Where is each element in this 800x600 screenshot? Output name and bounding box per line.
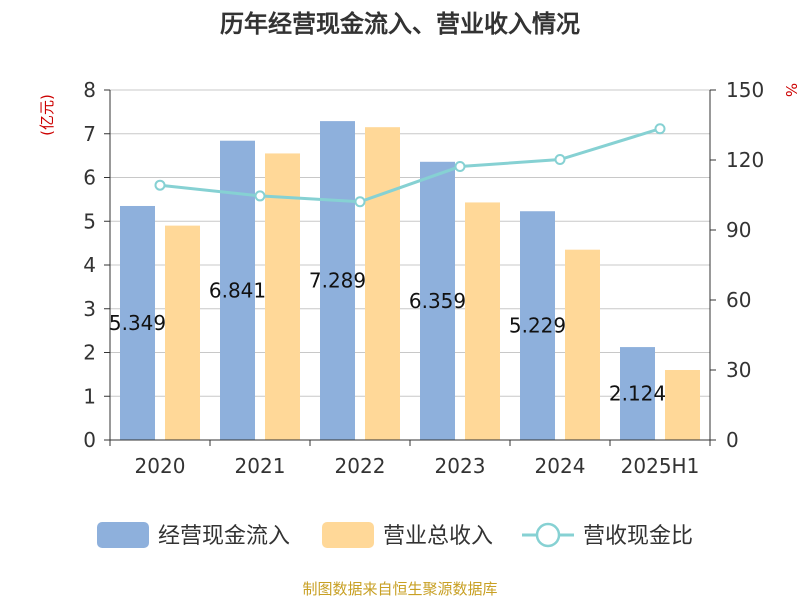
left-tick-label: 6 [83,166,96,190]
left-tick-label: 2 [83,341,96,365]
ratio-point [354,196,366,208]
right-tick-label: 0 [726,428,739,452]
data-labels-group: 5.349 6.841 7.289 6.359 5.229 2.124 [109,269,666,406]
x-tick-label: 2024 [535,454,586,478]
legend-marker-ratio [535,522,561,548]
ratio-line [159,127,661,204]
source-note: 制图数据来自恒生聚源数据库 [302,580,497,598]
data-label: 5.229 [509,314,566,338]
right-tick-label: 90 [726,218,751,242]
ratio-point [454,161,466,173]
x-tick-label: 2021 [235,454,286,478]
data-label: 2.124 [609,382,666,406]
left-tick-label: 4 [83,253,96,277]
left-tick-label: 8 [83,78,96,102]
bar-cash-inflow [320,121,355,440]
legend-label-ratio: 营收现金比 [583,524,693,549]
right-tick-label: 30 [726,358,751,382]
chart-title: 历年经营现金流入、营业收入情况 [220,10,580,38]
data-label: 7.289 [309,269,366,293]
ratio-point [254,190,266,202]
left-tick-label: 0 [83,428,96,452]
legend-label-cash-inflow: 经营现金流入 [158,524,290,549]
x-tick-label: 2025H1 [621,454,700,478]
bar-total-revenue [565,249,600,440]
legend-swatch-total-revenue [322,522,374,548]
left-tick-label: 1 [83,384,96,408]
bar-cash-inflow [620,347,655,440]
data-label: 5.349 [109,311,166,335]
ratio-point [154,179,166,191]
right-axis-unit: % [782,83,800,97]
ratio-line-group [154,123,666,208]
legend-label-total-revenue: 营业总收入 [383,524,493,549]
bars-group [120,121,700,441]
data-label: 6.841 [209,278,266,302]
right-tick-label: 60 [726,288,751,312]
data-label: 6.359 [409,289,466,313]
bar-cash-inflow [520,211,555,440]
x-tick-label: 2023 [435,454,486,478]
gridlines [110,89,710,397]
bar-total-revenue [265,153,300,440]
legend: 经营现金流入 营业总收入 营收现金比 [97,522,693,549]
bar-total-revenue [365,127,400,440]
right-tick-label: 120 [726,148,764,172]
right-tick-label: 150 [726,78,764,102]
left-axis-unit: (亿元) [38,94,56,136]
x-tick-label: 2020 [135,454,186,478]
left-tick-label: 3 [83,297,96,321]
bar-total-revenue [165,225,200,440]
left-tick-label: 7 [83,122,96,146]
ratio-point [554,154,566,166]
left-tick-label: 5 [83,209,96,233]
bar-cash-inflow [420,161,455,440]
bar-total-revenue [665,370,700,440]
legend-swatch-cash-inflow [97,522,149,548]
axes-group: 0 1 2 3 4 5 6 7 8 0 30 60 90 120 150 2020 2021 2022 2023 20… [83,78,764,478]
ratio-point [654,123,666,135]
bar-cash-inflow [120,205,155,440]
x-tick-label: 2022 [335,454,386,478]
bar-cash-inflow [220,140,255,441]
bar-total-revenue [465,202,500,440]
